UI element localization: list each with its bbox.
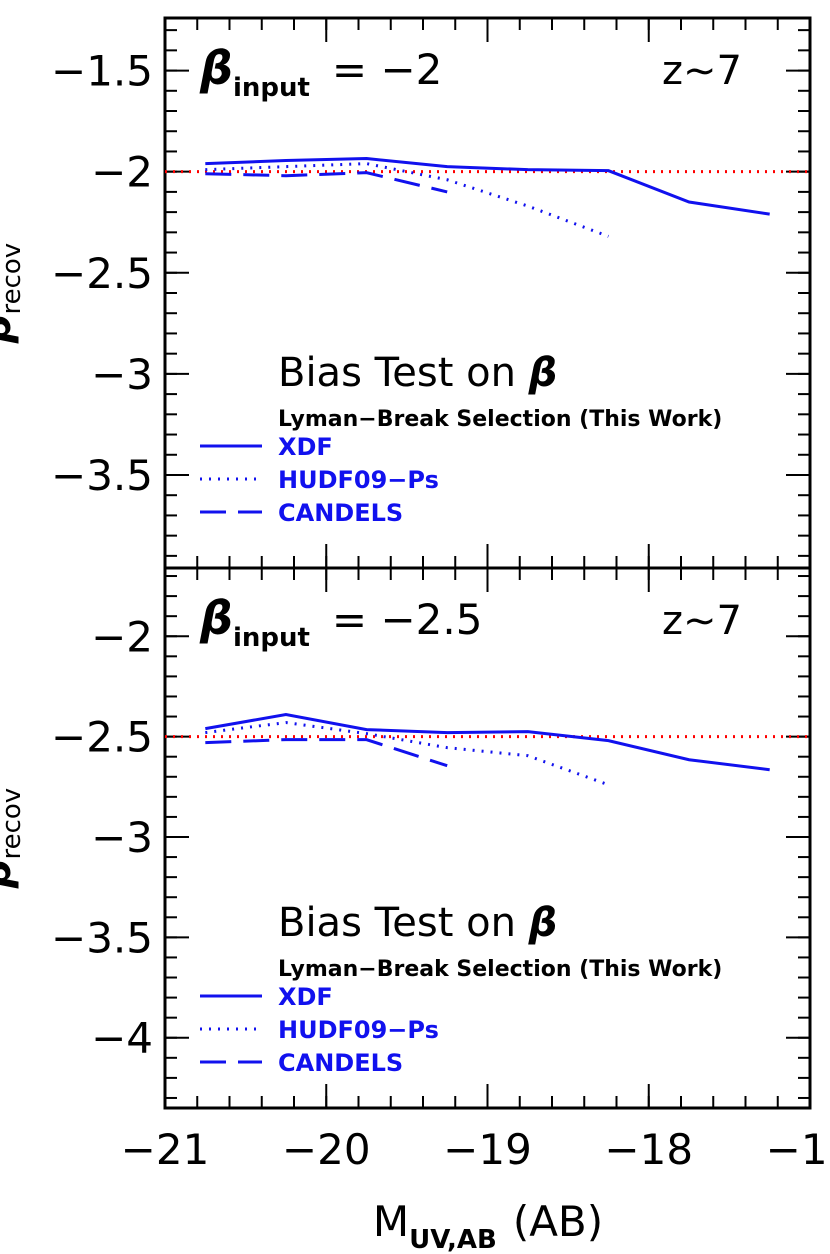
legend-label: CANDELS — [278, 1049, 403, 1077]
x-tick-label: −21 — [121, 1125, 210, 1174]
y-label-symbol: β — [0, 860, 20, 890]
series-line — [205, 738, 448, 768]
beta-subscript: input — [233, 73, 310, 103]
y-tick-label: −2 — [91, 612, 153, 661]
subtitle: Lyman−Break Selection (This Work) — [278, 407, 722, 432]
beta-input-label: βinput = −2.5 — [199, 591, 482, 653]
x-axis-label: MUV,AB (AB) — [373, 1197, 603, 1254]
legend-label: CANDELS — [278, 499, 403, 527]
y-tick-label: −4 — [91, 1014, 153, 1063]
x-label-subscript: UV,AB — [409, 1225, 497, 1254]
annotation: Bias Test on β — [278, 350, 557, 396]
y-label-subscript: recov — [0, 788, 27, 860]
series-line — [205, 171, 448, 194]
beta-subscript: input — [233, 623, 310, 653]
annotation-text: Bias Test on — [278, 350, 529, 396]
x-tick-label: −19 — [443, 1125, 532, 1174]
y-axis-label: βrecov — [0, 243, 27, 344]
x-tick-label: −18 — [604, 1125, 693, 1174]
annotation-text: Bias Test on — [278, 900, 529, 946]
legend-label: XDF — [278, 983, 333, 1011]
y-tick-label: −2.5 — [51, 713, 153, 762]
redshift-label: z∼7 — [662, 48, 742, 94]
beta-rest: = −2 — [332, 45, 442, 94]
beta-input-label: βinput = −2 — [199, 41, 442, 103]
y-tick-label: −3 — [91, 350, 153, 399]
y-tick-label: −3.5 — [51, 913, 153, 962]
x-label-rest: (AB) — [513, 1197, 603, 1246]
annotation-symbol: β — [528, 350, 558, 396]
y-tick-label: −2.5 — [51, 249, 153, 298]
beta-rest: = −2.5 — [332, 595, 483, 644]
y-tick-label: −2 — [91, 148, 153, 197]
y-tick-label: −1.5 — [51, 47, 153, 96]
annotation-symbol: β — [528, 900, 558, 946]
y-tick-label: −3.5 — [51, 451, 153, 500]
legend-label: HUDF09−Ps — [278, 466, 439, 494]
panel: −21 −20 −19 −18 −17 −2 −2.5 −3 −3.5 −4 XDF HUDF09−P… — [0, 566, 830, 1254]
series-line — [205, 157, 770, 216]
beta-symbol: β — [199, 41, 233, 95]
beta-symbol: β — [199, 591, 233, 645]
y-tick-label: −3 — [91, 813, 153, 862]
plot-frame — [163, 566, 812, 1110]
subtitle: Lyman−Break Selection (This Work) — [278, 957, 722, 982]
y-label-subscript: recov — [0, 243, 27, 315]
y-label-symbol: β — [0, 315, 20, 345]
x-tick-label: −17 — [766, 1125, 830, 1174]
series-line — [205, 713, 770, 772]
y-axis-label: βrecov — [0, 788, 27, 889]
x-tick-label: −20 — [282, 1125, 371, 1174]
annotation: Bias Test on β — [278, 900, 557, 946]
x-label-text: M — [373, 1197, 409, 1246]
legend-label: XDF — [278, 433, 333, 461]
redshift-label: z∼7 — [662, 598, 742, 644]
legend-label: HUDF09−Ps — [278, 1016, 439, 1044]
panel: −1.5−2−2.5−3−3.5XDFHUDF09−PsCANDELSβinpu… — [0, 16, 812, 570]
series-line — [205, 162, 609, 238]
